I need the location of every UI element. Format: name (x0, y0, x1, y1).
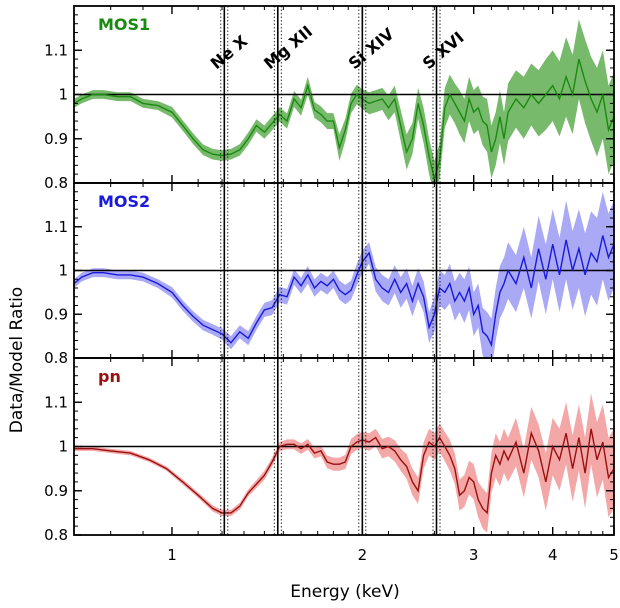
error-band-mos2 (74, 191, 614, 358)
x-tick-label: 5 (609, 546, 619, 564)
x-tick-label: 3 (469, 546, 479, 564)
emission-line-label: Si XIV (345, 24, 398, 73)
x-axis-ticks: 1 2 3 4 5 (167, 546, 619, 564)
panel-pn: 0.8 0.9 1 1.1 pn (44, 357, 615, 544)
y-tick-label: 1.1 (44, 393, 68, 411)
panel-mos1: 0.8 0.9 1 1.1 MOS1 (44, 5, 615, 192)
x-tick-label: 2 (358, 546, 368, 564)
y-tick-label: 0.9 (44, 305, 68, 323)
y-tick-label: 0.9 (44, 130, 68, 148)
ratio-line-pn (74, 428, 614, 515)
x-tick-label: 1 (167, 546, 177, 564)
y-tick-label: 0.8 (44, 526, 68, 544)
x-axis-label: Energy (keV) (290, 582, 400, 602)
panel-title-mos1: MOS1 (98, 15, 150, 34)
emission-line-label: S XVI (419, 28, 468, 73)
panel-mos2: 0.8 0.9 1 1.1 MOS2 (44, 182, 615, 367)
y-tick-label: 1 (58, 438, 68, 456)
panels-group: 0.8 0.9 1 1.1 MOS1 0.8 0.9 1 1.1 MOS2 0.8 0.9 1 1.1 pn (44, 5, 615, 544)
y-tick-label: 1 (58, 86, 68, 104)
ratio-line-mos1 (74, 58, 614, 182)
panel-title-pn: pn (98, 367, 121, 386)
y-tick-label: 0.8 (44, 174, 68, 192)
emission-line-labels: Ne X Mg XII Si XIV S XVI (207, 22, 468, 73)
y-tick-label: 1 (58, 262, 68, 280)
emission-line-label: Ne X (207, 31, 252, 73)
y-tick-label: 0.8 (44, 349, 68, 367)
y-tick-label: 0.9 (44, 482, 68, 500)
emission-line-label: Mg XII (260, 22, 316, 73)
ratio-line-mos2 (74, 235, 614, 348)
y-tick-label: 1.1 (44, 218, 68, 236)
error-band-mos1 (74, 19, 614, 183)
panel-title-mos2: MOS2 (98, 192, 150, 211)
plot-area (74, 183, 614, 358)
y-axis-label: Data/Model Ratio (7, 287, 27, 433)
x-tick-label: 4 (548, 546, 558, 564)
plot-area (74, 6, 614, 183)
plot-area (74, 358, 614, 535)
y-tick-label: 1.1 (44, 41, 68, 59)
